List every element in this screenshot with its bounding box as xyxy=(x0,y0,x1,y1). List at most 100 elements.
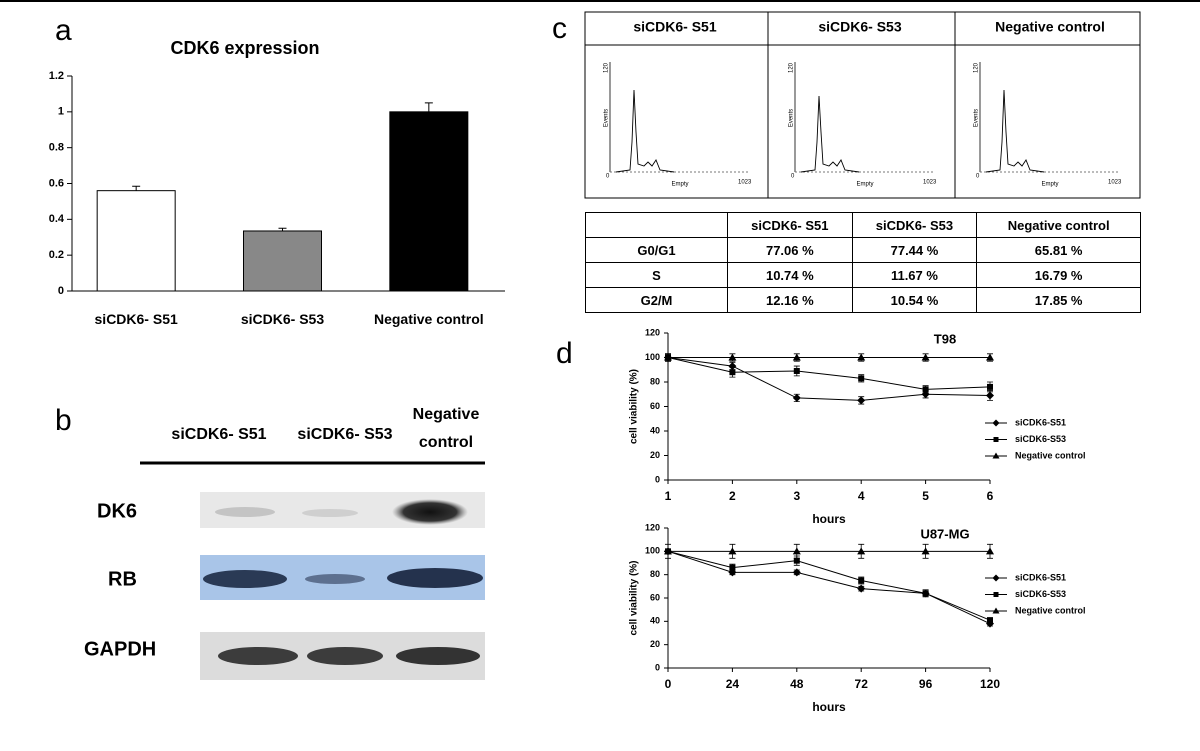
marker xyxy=(987,617,993,624)
flow-tick: 120 xyxy=(789,62,795,73)
y-tick-label: 40 xyxy=(650,425,660,435)
blot-band xyxy=(218,647,298,665)
x-tick-label: 1 xyxy=(665,489,672,503)
marker xyxy=(792,353,801,361)
y-tick-label: 100 xyxy=(645,352,660,362)
blot-column-label: Negative control xyxy=(412,406,480,451)
flow-x-label: Empty xyxy=(671,182,688,188)
y-tick-label: 1.2 xyxy=(49,70,64,82)
marker xyxy=(858,577,865,584)
marker xyxy=(793,557,800,564)
error-bar xyxy=(132,185,141,191)
error-bar xyxy=(424,102,433,112)
series-line xyxy=(667,357,991,390)
x-tick-label: 0 xyxy=(665,677,672,691)
y-tick-label: 120 xyxy=(645,522,660,532)
flow-tick: 120 xyxy=(604,62,610,73)
y-tick-label: 0.8 xyxy=(49,142,64,154)
y-tick-label: 60 xyxy=(650,401,660,411)
y-tick-label: 80 xyxy=(650,569,660,579)
error-bar xyxy=(278,227,287,231)
legend-label: siCDK6-S53 xyxy=(1015,434,1066,444)
blot-row-label: GAPDH xyxy=(84,638,156,660)
flow-tick: 0 xyxy=(606,174,610,180)
marker xyxy=(792,547,801,555)
y-tick-label: 100 xyxy=(645,546,660,556)
panel-letter: d xyxy=(556,337,573,370)
x-tick-label: 4 xyxy=(858,489,865,503)
y-tick-label: 0 xyxy=(655,662,660,672)
flow-tick: 1023 xyxy=(923,180,937,186)
panel-letter: c xyxy=(552,12,567,45)
marker xyxy=(992,607,1000,614)
blot-band xyxy=(307,647,383,665)
y-axis-label: cell viability (%) xyxy=(629,560,640,635)
marker xyxy=(992,574,1000,582)
x-tick-label: 96 xyxy=(919,677,933,691)
marker xyxy=(664,547,672,555)
y-tick-label: 60 xyxy=(650,592,660,602)
legend-label: Negative control xyxy=(1015,605,1086,615)
legend-label: siCDK6-S51 xyxy=(1015,572,1066,582)
marker xyxy=(992,452,1000,459)
blot-band xyxy=(387,568,483,588)
marker xyxy=(664,353,672,361)
cell: 12.16 % xyxy=(727,287,853,313)
blot-band xyxy=(305,574,365,584)
blot-band xyxy=(396,647,480,665)
y-tick-label: 0 xyxy=(58,285,64,297)
bar xyxy=(389,111,469,292)
flow-y-label: Events xyxy=(789,109,795,127)
blot-row-label: RB xyxy=(108,568,137,590)
cell: 10.74 % xyxy=(727,262,853,288)
flow-y-label: Events xyxy=(974,109,980,127)
marker xyxy=(728,547,737,555)
blot-band xyxy=(302,509,358,517)
marker xyxy=(986,391,994,400)
flow-x-label: Empty xyxy=(856,182,873,188)
table-header: siCDK6- S51 xyxy=(727,212,853,238)
series-line xyxy=(667,357,991,401)
cell: 77.44 % xyxy=(851,237,978,263)
x-axis-label: hours xyxy=(812,512,846,526)
flow-histogram xyxy=(615,89,675,173)
y-tick-label: 120 xyxy=(645,327,660,337)
marker xyxy=(986,353,994,361)
chart-title: CDK6 expression xyxy=(170,38,319,58)
y-tick-label: 20 xyxy=(650,450,660,460)
blot-band xyxy=(215,507,275,517)
y-tick-label: 80 xyxy=(650,376,660,386)
x-tick-label: 72 xyxy=(855,677,869,691)
x-tick-label: 3 xyxy=(793,489,800,503)
y-tick-label: 0.4 xyxy=(49,213,65,225)
marker xyxy=(857,584,866,593)
legend-label: siCDK6-S51 xyxy=(1015,417,1066,427)
cell: 77.06 % xyxy=(727,237,853,263)
flow-panels: siCDK6- S51 120 Events 0 1023 Empty siCDK6- S5… xyxy=(604,19,1122,188)
flow-tick: 0 xyxy=(976,174,980,180)
marker xyxy=(792,568,801,577)
x-tick-label: 6 xyxy=(987,489,994,503)
charts: CDK6 expression00.20.40.60.811.2T9802040… xyxy=(49,38,1086,714)
x-tick-label: 24 xyxy=(726,677,740,691)
y-tick-label: 0.6 xyxy=(49,177,64,189)
cell: 17.85 % xyxy=(976,287,1141,313)
table-header: siCDK6- S53 xyxy=(851,212,978,238)
flow-tick: 1023 xyxy=(738,180,752,186)
blot-column-label: siCDK6- S51 xyxy=(171,426,267,443)
x-tick-label: 48 xyxy=(790,677,804,691)
marker xyxy=(729,369,736,376)
legend-label: Negative control xyxy=(1015,450,1086,460)
series-line xyxy=(667,550,991,625)
table-header: Negative control xyxy=(976,212,1141,238)
flow-header: siCDK6- S51 xyxy=(633,19,716,35)
y-tick-label: 0.2 xyxy=(49,249,64,261)
marker xyxy=(857,547,866,555)
marker xyxy=(921,547,930,555)
x-tick-label: 2 xyxy=(729,489,736,503)
marker xyxy=(992,419,1000,427)
cell: 10.54 % xyxy=(851,287,978,313)
y-tick-label: 40 xyxy=(650,616,660,626)
